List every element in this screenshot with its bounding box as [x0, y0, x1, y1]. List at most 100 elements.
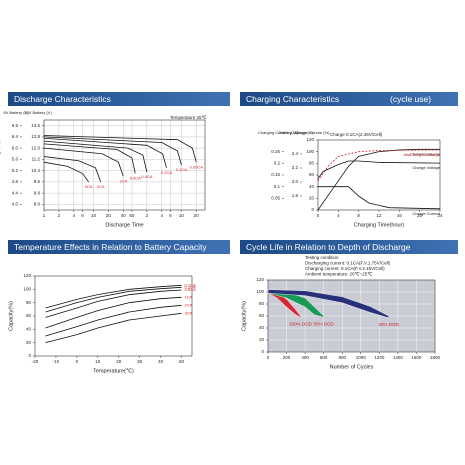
y2-tick-label: 1.8 [292, 193, 299, 198]
series-label: 2CA [185, 302, 193, 307]
series-line [317, 149, 441, 182]
x-tick-label: 12 [376, 213, 382, 218]
x-tick-label: 4 [73, 213, 76, 218]
chart-subtitle: (cycle use) [390, 94, 431, 104]
band-label: 100% DOD [289, 321, 313, 326]
plot-frame [34, 275, 193, 357]
x-tick-label: 800 [338, 355, 346, 360]
y-tick-label: 12.8 [31, 134, 40, 139]
series-line [317, 148, 440, 211]
y-tick-label: 13.6 [31, 123, 40, 128]
x-tick-label: 20 [116, 359, 122, 364]
x-tick-label: 16 [397, 213, 403, 218]
y3-tick-label: 0.25 [271, 149, 280, 154]
band-area [267, 289, 389, 319]
x-axis-label: Discharge Time [105, 222, 143, 228]
plot-frame [43, 119, 206, 211]
note: Temperature 25℃ [170, 115, 208, 120]
series-line [45, 312, 182, 344]
y2-tick-label: 4.8 [12, 179, 19, 184]
y-tick-label: 100 [256, 289, 264, 294]
x-axis-label: Temperature(℃) [93, 368, 134, 374]
y-tick-label: 20 [309, 196, 315, 201]
y-tick-label: 8.0 [34, 202, 41, 207]
series-line [43, 135, 197, 163]
y-tick-label: 20 [259, 337, 265, 342]
x-tick-label: 6 [81, 213, 84, 218]
y-tick-label: 0 [311, 207, 314, 212]
x-tick-label: 50 [179, 359, 185, 364]
y2-tick-label: 2.0 [292, 179, 299, 184]
chart-title: Cycle Life in Relation to Depth of Disch… [246, 242, 411, 252]
series-line [43, 143, 136, 174]
y-tick-label: 40 [259, 325, 265, 330]
y-tick-label: 10.4 [31, 168, 40, 173]
band-label: 30% DOD [378, 322, 399, 327]
band-area [267, 290, 324, 318]
x-tick-label: 1400 [393, 355, 404, 360]
y-tick-label: 0 [261, 349, 264, 354]
section-header [240, 92, 458, 106]
x-tick-label: 1000 [356, 355, 367, 360]
series-label: Charge Voltage [412, 165, 440, 170]
y3-tick-label: 0.05 [271, 196, 280, 201]
x-tick-label: 20 [417, 213, 423, 218]
y-tick-label: 80 [259, 301, 265, 306]
series-line [45, 289, 182, 318]
series-label: 3CA [85, 184, 93, 189]
y-tick-label: 120 [256, 277, 264, 282]
series-label: After 50% Discharge [403, 152, 440, 157]
x-tick-label: 200 [283, 355, 291, 360]
y2-tick-label: 5.6 [12, 157, 19, 162]
y3-tick-label: 0.15 [271, 172, 280, 177]
y3-tick-label: 0.2 [274, 161, 281, 166]
series-label: 0.05CA [190, 164, 204, 169]
series-line [318, 186, 441, 210]
y-tick-label: 60 [309, 172, 315, 177]
chart-title: Discharge Characteristics [14, 94, 111, 104]
section-header [8, 240, 230, 254]
chart-title: Temperature Effects in Relation to Batte… [14, 242, 207, 252]
y-tick-label: 0 [28, 353, 31, 358]
y2-tick-label: 6.4 [12, 134, 19, 139]
x-tick-label: 10 [179, 213, 185, 218]
y2-tick-label: 6.8 [12, 123, 19, 128]
x-tick-label: 1 [43, 213, 46, 218]
y-unit: Charge Volume (%) [295, 130, 331, 135]
y2-tick-label: 6.0 [12, 145, 19, 150]
y2-tick-label: 5.2 [12, 168, 19, 173]
series-line [45, 304, 182, 337]
x-tick-label: 0 [317, 213, 320, 218]
series-label: 3CA [185, 310, 193, 315]
y-tick-label: 60 [259, 313, 265, 318]
y-axis-label: Capacity(%) [241, 301, 247, 331]
x-tick-label: 4 [160, 213, 163, 218]
x-tick-label: 1200 [374, 355, 385, 360]
series-line [43, 137, 167, 168]
y-axis-label: Terminal Voltage(V) [0, 141, 1, 189]
x-tick-label: 2 [58, 213, 61, 218]
y2-tick-label: 2.2 [292, 165, 299, 170]
series-label: 0.4CA [141, 174, 152, 179]
x-tick-label: 0 [76, 359, 79, 364]
x-tick-label: 20 [106, 213, 112, 218]
y2-unit: 6V Battery (V) [3, 110, 29, 115]
note: Ambient temperature: 20℃~25℃ [305, 272, 373, 277]
x-tick-label: 60 [129, 213, 135, 218]
y2-tick-label: 2.4 [292, 151, 299, 156]
series-line [43, 161, 89, 183]
series-line [43, 136, 182, 166]
series-label: 0.2CA [185, 284, 196, 289]
x-tick-label: 40 [158, 359, 164, 364]
series-label: 0.2CA [161, 170, 172, 175]
y3-unit: Charging Current (CA) [258, 130, 299, 135]
x-tick-label: 40 [121, 213, 127, 218]
series-label: 0.6CA [130, 176, 141, 181]
plot-frame [267, 279, 436, 353]
y-tick-label: 120 [23, 273, 31, 278]
y-tick-label: 60 [26, 313, 32, 318]
x-axis-label: Charging Time(hour) [354, 222, 405, 228]
series-line [43, 140, 148, 173]
